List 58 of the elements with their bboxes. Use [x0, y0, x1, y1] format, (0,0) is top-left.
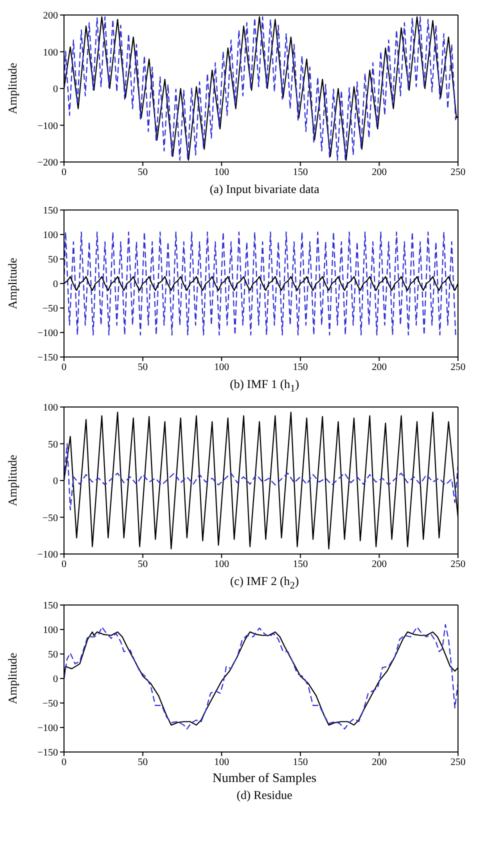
- y-axis-title: Amplitude: [5, 652, 20, 704]
- x-tick-label: 100: [214, 559, 230, 570]
- text: (c) IMF 2 (h$_{2}$): [229, 574, 300, 592]
- x-tick-label: 150: [292, 362, 308, 374]
- y-tick-label: 150: [43, 206, 58, 217]
- x-tick-label: 50: [138, 756, 148, 768]
- x-tick-label: 200: [372, 559, 387, 570]
- y-tick-label: −200: [37, 158, 58, 169]
- x-tick-label: 250: [450, 167, 466, 178]
- x-axis-title: Number of Samples: [212, 770, 318, 786]
- y-tick-label: 0: [53, 84, 58, 96]
- x-tick-label: 100: [214, 756, 230, 768]
- x-tick-label: 100: [214, 167, 230, 178]
- y-tick-label: 50: [48, 649, 58, 660]
- y-axis-title: Amplitude: [5, 258, 20, 310]
- y-axis-title: Amplitude: [5, 455, 20, 507]
- y-tick-label: 0: [53, 279, 58, 290]
- y-tick-label: 0: [53, 674, 58, 685]
- y-tick-label: 200: [43, 10, 58, 22]
- x-tick-label: 150: [292, 167, 308, 178]
- x-tick-label: 250: [450, 559, 466, 570]
- y-tick-label: 150: [43, 600, 58, 612]
- x-tick-label: 0: [62, 756, 66, 768]
- x-tick-label: 0: [62, 362, 66, 374]
- x-tick-label: 100: [214, 362, 230, 374]
- y-tick-label: 100: [43, 624, 58, 636]
- text: (b) IMF 1 (h$_{1}$): [228, 377, 300, 394]
- x-tick-label: 150: [292, 756, 308, 768]
- y-tick-label: 100: [43, 47, 58, 58]
- x-tick-label: 50: [138, 167, 148, 178]
- x-tick-label: 50: [138, 362, 148, 374]
- y-tick-label: −50: [42, 304, 58, 315]
- y-tick-label: 100: [43, 230, 58, 242]
- y-tick-label: 50: [48, 254, 58, 266]
- x-tick-label: 200: [372, 362, 387, 374]
- y-tick-label: −150: [37, 747, 58, 758]
- line-series: [64, 444, 458, 511]
- x-tick-label: 0: [62, 559, 66, 570]
- y-tick-label: −100: [37, 722, 58, 734]
- text: (a) Input bivariate data: [208, 182, 320, 197]
- y-tick-label: −100: [37, 120, 58, 132]
- x-tick-label: 150: [292, 559, 308, 570]
- x-tick-label: 250: [450, 756, 466, 768]
- x-tick-label: 50: [138, 559, 148, 570]
- y-axis-title: Amplitude: [5, 62, 20, 114]
- y-tick-label: 50: [48, 440, 58, 451]
- y-tick-label: −100: [37, 328, 58, 340]
- y-tick-label: −150: [37, 352, 58, 364]
- text: (d) Residue: [236, 788, 294, 803]
- x-tick-label: 200: [372, 756, 387, 768]
- y-tick-label: −50: [42, 698, 58, 710]
- x-tick-label: 250: [450, 362, 466, 374]
- y-tick-label: −50: [42, 513, 58, 524]
- y-tick-label: −100: [37, 550, 58, 561]
- y-tick-label: 100: [43, 402, 58, 414]
- x-tick-label: 200: [372, 167, 387, 178]
- y-tick-label: 0: [53, 476, 58, 488]
- x-tick-label: 0: [62, 167, 66, 178]
